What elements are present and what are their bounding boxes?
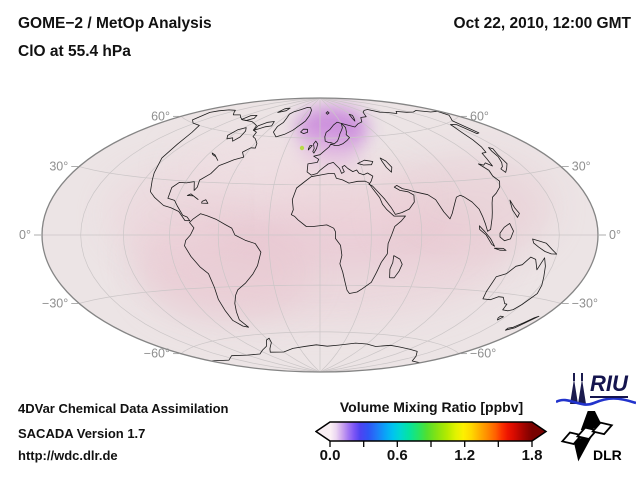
lat-labels: 60° 60° 30° 30° 0° 0° −30° −30° −60° −60° xyxy=(19,109,621,360)
graticule xyxy=(42,98,598,372)
colorbar: Volume Mixing Ratio [ppbv] 0.0 0.6 1.2 1… xyxy=(315,399,548,473)
colorbar-minor-ticks xyxy=(329,441,533,447)
riu-logo-graphic xyxy=(556,373,636,406)
colorbar-gradient xyxy=(330,422,532,441)
lat-label-left: −60° xyxy=(144,347,170,361)
dlr-logo-text: DLR xyxy=(593,447,622,463)
dlr-logo: DLR xyxy=(560,411,636,467)
lat-label-right: 60° xyxy=(470,109,489,123)
map-fill xyxy=(42,98,598,372)
colorbar-tick-label: 1.2 xyxy=(454,447,476,464)
lat-label-left: 60° xyxy=(151,109,170,123)
lat-label-left: 0° xyxy=(19,228,31,242)
footer-assimilation-label: 4DVar Chemical Data Assimilation xyxy=(18,401,229,416)
coastlines xyxy=(150,107,558,364)
plot-datetime: Oct 22, 2010, 12:00 GMT xyxy=(453,15,631,32)
lat-label-left: 30° xyxy=(49,160,68,174)
riu-logo: RIU xyxy=(556,371,636,411)
colorbar-tick-label: 0.0 xyxy=(319,447,341,464)
colorbar-tick-label: 0.6 xyxy=(386,447,408,464)
wave-icon xyxy=(556,397,636,406)
riu-logo-text: RIU xyxy=(590,371,628,398)
lat-label-right: 0° xyxy=(609,228,621,242)
lat-label-left: −30° xyxy=(42,297,68,311)
colorbar-frame xyxy=(315,421,548,447)
colorbar-tick-label: 1.8 xyxy=(521,447,543,464)
cathedral-icon xyxy=(570,373,586,404)
lat-label-right: −60° xyxy=(470,347,496,361)
colorbar-title: Volume Mixing Ratio [ppbv] xyxy=(339,399,524,415)
map-outline xyxy=(41,97,599,373)
clo-field xyxy=(105,106,553,322)
footer-version-label: SACADA Version 1.7 xyxy=(18,426,146,441)
clo-spot xyxy=(299,145,305,151)
lat-label-right: −30° xyxy=(572,297,598,311)
footer-url[interactable]: http://wdc.dlr.de xyxy=(18,448,118,463)
dlr-emblem-icon xyxy=(560,411,614,462)
plot-title-line2: ClO at 55.4 hPa xyxy=(18,43,131,60)
lat-label-right: 30° xyxy=(572,160,591,174)
plot-title-line1: GOME−2 / MetOp Analysis xyxy=(18,15,212,32)
